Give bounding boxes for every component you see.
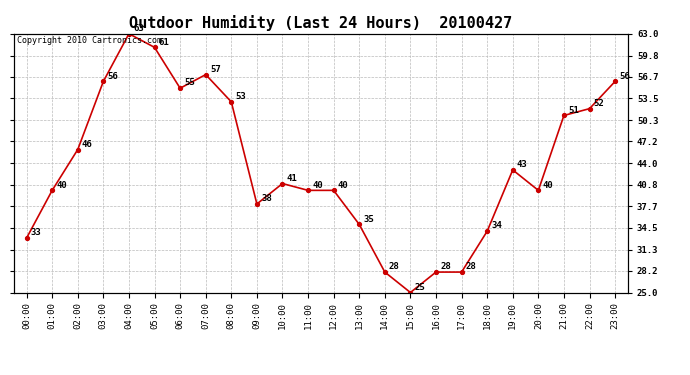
Text: 35: 35 (364, 214, 374, 223)
Text: 38: 38 (261, 194, 272, 203)
Text: 52: 52 (593, 99, 604, 108)
Text: 53: 53 (235, 92, 246, 101)
Text: 46: 46 (82, 140, 92, 149)
Text: 28: 28 (389, 262, 400, 271)
Text: 63: 63 (133, 24, 144, 33)
Text: 33: 33 (31, 228, 41, 237)
Title: Outdoor Humidity (Last 24 Hours)  20100427: Outdoor Humidity (Last 24 Hours) 2010042… (129, 15, 513, 31)
Text: 57: 57 (210, 65, 221, 74)
Text: 40: 40 (57, 181, 67, 190)
Text: 28: 28 (466, 262, 477, 271)
Text: 34: 34 (491, 222, 502, 231)
Text: Copyright 2010 Cartronics.com: Copyright 2010 Cartronics.com (17, 36, 162, 45)
Text: 61: 61 (159, 38, 170, 46)
Text: 40: 40 (338, 181, 348, 190)
Text: 40: 40 (542, 181, 553, 190)
Text: 56: 56 (619, 72, 630, 81)
Text: 56: 56 (108, 72, 118, 81)
Text: 41: 41 (286, 174, 297, 183)
Text: 25: 25 (415, 283, 425, 292)
Text: 28: 28 (440, 262, 451, 271)
Text: 55: 55 (184, 78, 195, 87)
Text: 51: 51 (568, 106, 579, 115)
Text: 40: 40 (312, 181, 323, 190)
Text: 43: 43 (517, 160, 528, 169)
